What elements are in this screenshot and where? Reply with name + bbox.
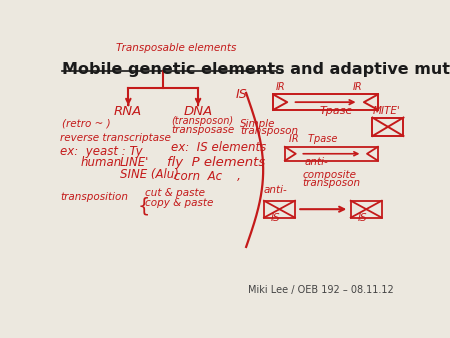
Text: composite: composite bbox=[303, 170, 357, 179]
Text: anti-: anti- bbox=[304, 157, 328, 167]
Text: LINE': LINE' bbox=[120, 156, 149, 169]
Text: IS: IS bbox=[271, 213, 280, 223]
Text: SINE (Alu): SINE (Alu) bbox=[120, 168, 179, 180]
Text: ex:  IS elements: ex: IS elements bbox=[171, 141, 266, 154]
Text: transposase: transposase bbox=[171, 125, 234, 135]
Text: Mobile genetic elements and adaptive mutation: Mobile genetic elements and adaptive mut… bbox=[63, 62, 450, 77]
Text: IS: IS bbox=[236, 88, 248, 101]
Text: Miki Lee / OEB 192 – 08.11.12: Miki Lee / OEB 192 – 08.11.12 bbox=[248, 285, 394, 295]
Text: IR   Tpase: IR Tpase bbox=[289, 134, 337, 144]
Text: DNA: DNA bbox=[184, 105, 213, 118]
Text: MITE': MITE' bbox=[373, 106, 400, 117]
Text: human: human bbox=[81, 156, 122, 169]
Text: Tpase: Tpase bbox=[320, 106, 353, 117]
Text: RNA: RNA bbox=[113, 105, 142, 118]
Text: Transposable elements: Transposable elements bbox=[116, 43, 237, 53]
Text: (retro ~ ): (retro ~ ) bbox=[63, 119, 111, 129]
Text: corn  Ac    ,: corn Ac , bbox=[174, 170, 241, 183]
Text: transposon: transposon bbox=[303, 178, 361, 188]
Text: transposon: transposon bbox=[240, 126, 298, 137]
Text: copy & paste: copy & paste bbox=[145, 198, 214, 208]
Text: IR: IR bbox=[353, 82, 363, 92]
Text: (transposon): (transposon) bbox=[171, 117, 233, 126]
Text: IS: IS bbox=[358, 213, 367, 223]
Text: reverse transcriptase: reverse transcriptase bbox=[60, 132, 171, 143]
Text: fly  P elements: fly P elements bbox=[167, 156, 266, 169]
Text: ex:  yeast : Ty: ex: yeast : Ty bbox=[60, 145, 143, 158]
Text: Simple: Simple bbox=[240, 119, 275, 129]
Text: $\{$: $\{$ bbox=[137, 195, 149, 217]
Text: anti-: anti- bbox=[264, 185, 288, 195]
Text: transposition: transposition bbox=[60, 192, 128, 202]
Text: IR: IR bbox=[275, 82, 285, 92]
Text: cut & paste: cut & paste bbox=[145, 188, 205, 198]
